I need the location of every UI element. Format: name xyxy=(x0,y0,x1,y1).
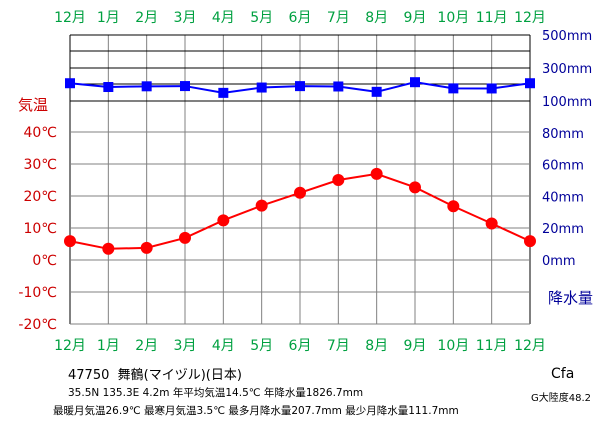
bottom-month-label: 6月 xyxy=(289,338,312,354)
precipitation-tick-label: 20mm xyxy=(542,222,584,237)
chart-grid xyxy=(69,34,531,325)
bottom-month-label: 5月 xyxy=(250,338,273,354)
precipitation-point xyxy=(525,78,535,89)
precipitation-tick-label: 40mm xyxy=(542,190,584,205)
precipitation-point xyxy=(333,81,344,92)
temperature-point xyxy=(370,167,383,180)
top-month-label: 3月 xyxy=(174,10,197,26)
temperature-point xyxy=(332,174,345,186)
precipitation-tick-label: 0mm xyxy=(542,254,576,269)
temperature-point xyxy=(255,199,268,212)
bottom-month-label: 2月 xyxy=(135,338,158,354)
top-month-label: 4月 xyxy=(212,10,235,26)
bottom-month-label: 10月 xyxy=(437,338,469,354)
top-month-label: 8月 xyxy=(365,10,388,26)
precipitation-point xyxy=(103,82,114,93)
temperature-point xyxy=(217,214,230,227)
precipitation-tick-label: 500mm xyxy=(542,29,592,44)
temperature-point xyxy=(102,242,115,255)
temperature-point xyxy=(64,235,76,248)
bottom-month-label: 7月 xyxy=(327,338,350,354)
temperature-point xyxy=(447,200,460,213)
precipitation-tick-label: 60mm xyxy=(542,159,584,174)
precipitation-point xyxy=(218,87,229,98)
temperature-tick-label: 0℃ xyxy=(32,253,57,269)
temperature-point xyxy=(524,235,536,248)
top-month-label: 5月 xyxy=(250,10,273,26)
precipitation-axis-title: 降水量 xyxy=(548,289,593,307)
top-month-label: 10月 xyxy=(437,10,469,26)
bottom-month-label: 1月 xyxy=(97,338,120,354)
top-month-labels: 12月 1月 2月 3月 4月 5月 6月 7月 8月 9月 10月 11月 12月 xyxy=(54,10,546,26)
bottom-month-label: 11月 xyxy=(476,338,508,354)
station-info-line1: 35.5N 135.3E 4.2m 年平均気温14.5℃ 年降水量1826.7m… xyxy=(68,387,364,399)
precipitation-tick-label: 300mm xyxy=(542,62,592,77)
precipitation-point xyxy=(486,83,497,94)
precipitation-point xyxy=(448,83,459,94)
temperature-point xyxy=(409,181,421,194)
continentality-index: G大陸度48.2 xyxy=(531,393,592,404)
top-month-label: 2月 xyxy=(135,10,158,26)
temperature-tick-label: 30℃ xyxy=(23,157,57,173)
bottom-month-label: 8月 xyxy=(365,338,388,354)
temperature-axis-ticks: 40℃ 30℃ 20℃ 10℃ 0℃ -10℃ -20℃ xyxy=(18,125,57,333)
precipitation-point xyxy=(371,86,382,97)
precipitation-point xyxy=(295,81,305,92)
precipitation-point xyxy=(180,81,190,92)
bottom-month-label: 3月 xyxy=(174,338,197,354)
temperature-point xyxy=(294,186,306,199)
bottom-month-label: 4月 xyxy=(212,338,235,354)
station-title: 47750 舞鶴(マイヅル)(日本) xyxy=(68,364,242,383)
station-name: 舞鶴(マイヅル)(日本) xyxy=(117,368,242,383)
precipitation-point xyxy=(141,81,152,92)
temperature-tick-label: -20℃ xyxy=(18,317,57,333)
precipitation-tick-label: 80mm xyxy=(542,127,584,142)
temperature-point xyxy=(179,231,191,244)
precipitation-point xyxy=(65,78,75,89)
bottom-month-label: 12月 xyxy=(514,338,546,354)
temperature-point xyxy=(140,241,153,254)
top-month-label: 6月 xyxy=(289,10,312,26)
top-month-label: 1月 xyxy=(97,10,120,26)
temperature-tick-label: 20℃ xyxy=(23,189,57,205)
bottom-month-labels: 12月 1月 2月 3月 4月 5月 6月 7月 8月 9月 10月 11月 12月 xyxy=(54,338,546,354)
precipitation-point xyxy=(256,82,267,93)
climate-class: Cfa xyxy=(551,366,575,382)
precipitation-series xyxy=(65,77,535,98)
temperature-series xyxy=(64,167,536,255)
bottom-month-label: 12月 xyxy=(54,338,86,354)
temperature-axis-title: 気温 xyxy=(18,96,48,114)
top-month-label: 9月 xyxy=(404,10,427,26)
precipitation-point xyxy=(410,77,420,88)
temperature-tick-label: -10℃ xyxy=(18,285,57,301)
precipitation-tick-label: 100mm xyxy=(542,95,592,110)
top-month-label: 7月 xyxy=(327,10,350,26)
station-info-line2: 最暖月気温26.9℃ 最寒月気温3.5℃ 最多月降水量207.7mm 最少月降水… xyxy=(53,405,459,417)
top-month-label: 12月 xyxy=(514,10,546,26)
top-month-label: 12月 xyxy=(54,10,86,26)
temperature-point xyxy=(485,217,498,230)
precipitation-axis-ticks: 500mm 300mm 100mm 80mm 60mm 40mm 20mm 0mm xyxy=(542,29,592,269)
top-month-label: 11月 xyxy=(476,10,508,26)
temperature-tick-label: 10℃ xyxy=(23,221,57,237)
temperature-tick-label: 40℃ xyxy=(23,125,57,141)
bottom-month-label: 9月 xyxy=(404,338,427,354)
station-code: 47750 xyxy=(68,368,110,383)
